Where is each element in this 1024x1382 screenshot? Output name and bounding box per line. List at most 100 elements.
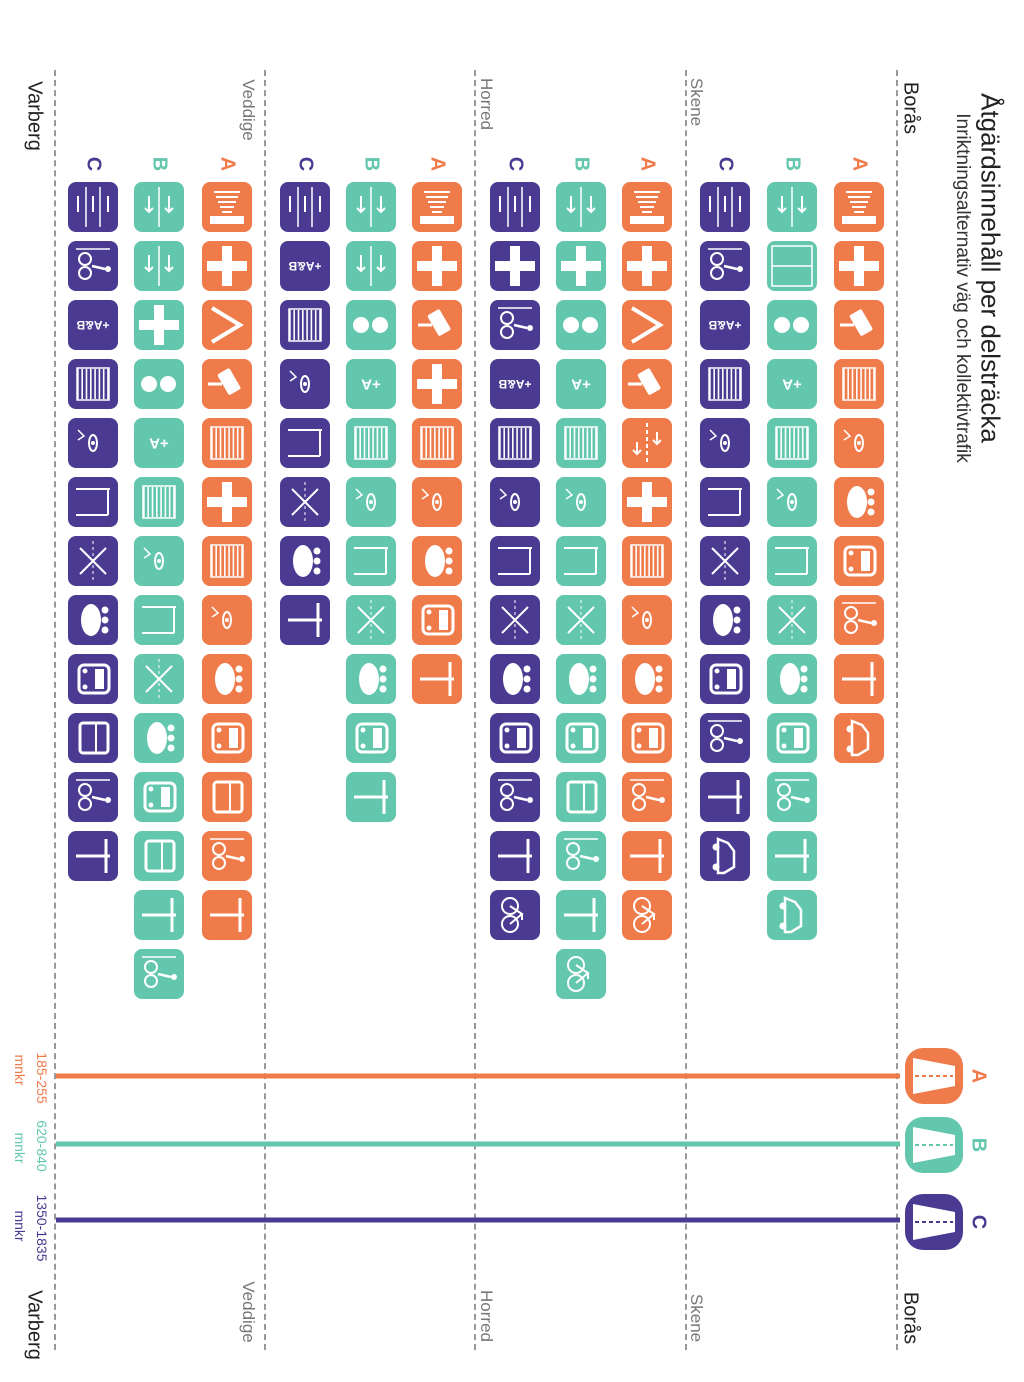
cost-b: 620-840 [34,1120,50,1172]
pedestrian-cycle-icon [622,772,672,822]
bicycle-icon [490,890,540,940]
lane-2plus1-icon [280,182,330,232]
bus-stop-icon [412,536,462,586]
lighting-icon [68,477,118,527]
city-start-bottom: Borås [899,1291,922,1345]
road-barrier-icon [834,182,884,232]
bus-stop-icon [834,477,884,527]
pedestrian-cycle-icon [68,241,118,291]
signpost-icon [202,890,252,940]
speed-camera-icon [622,359,672,409]
pedestrian-cycle-icon [490,772,540,822]
junction-icon [412,359,462,409]
stop-label-top-2: Horred [477,78,496,130]
svg-text:+A: +A [149,435,169,452]
city-end-bottom: Varberg [23,1290,46,1360]
junction-icon [622,241,672,291]
crossing-icon [767,241,817,291]
lighting-icon [490,536,540,586]
separator-skene [685,70,687,1350]
bus-icon [700,654,750,704]
stop-label-bottom-2: Horred [477,1290,496,1342]
wildlife-icon [556,477,606,527]
plus-ab-icon: +A&B [68,300,118,350]
stop-label-bottom-3: Veddige [239,1281,258,1343]
bus-stop-icon [490,654,540,704]
bus-icon [134,772,184,822]
svg-text:+A&B: +A&B [708,318,741,332]
wildlife-icon [412,477,462,527]
no-crossing-icon [346,595,396,645]
plus-a-icon: +A [767,359,817,409]
fence-icon [412,418,462,468]
stop-label-top-1: Skene [687,77,706,127]
plus-ab-icon: +A&B [280,241,330,291]
bus-stop-icon [134,713,184,763]
row-letter-b: B [781,156,804,172]
speed-camera-icon [202,359,252,409]
lane-icon [622,418,672,468]
wildlife-icon [767,477,817,527]
fence-icon [490,418,540,468]
lane-2plus1-icon [700,182,750,232]
junction-icon [556,241,606,291]
lane-2plus1-icon [490,182,540,232]
wildlife-icon [134,536,184,586]
pedestrian-cycle-icon [767,772,817,822]
plus-ab-icon: +A&B [490,359,540,409]
signpost-icon [700,772,750,822]
diagram-title: Åtgärdsinnehåll per delsträcka [975,93,1006,443]
lane-1plus1-icon [767,182,817,232]
pedestrian-cycle-icon [202,831,252,881]
junction-icon [202,477,252,527]
city-end-top: Varberg [23,81,46,151]
junction-icon [412,241,462,291]
lane-1plus1-icon [134,182,184,232]
cost-c: 1350-1835 [34,1194,50,1262]
lighting-icon [134,595,184,645]
pedestrian-cycle-icon [700,241,750,291]
row-letter-a: A [216,156,239,172]
bus-icon [556,713,606,763]
train-icon [68,713,118,763]
cost-b-unit: mnkr [12,1132,28,1164]
stop-label-top-3: Veddige [239,79,258,141]
signpost-icon [346,772,396,822]
pedestrian-cycle-icon [68,772,118,822]
pedestrian-cycle-icon [490,300,540,350]
fence-icon [622,536,672,586]
wildlife-icon [490,477,540,527]
svg-text:+A&B: +A&B [498,377,531,391]
no-crossing-icon [767,595,817,645]
row-letter-b: B [570,156,593,172]
road-icon-b [905,1117,963,1173]
separator-boras [896,70,898,1350]
no-crossing-icon [134,654,184,704]
bus-stop-icon [68,595,118,645]
lighting-icon [346,536,396,586]
signpost-icon [834,654,884,704]
row-letter-b: B [148,156,171,172]
bus-icon [202,713,252,763]
plus-a-icon: +A [556,359,606,409]
road-barrier-icon [412,182,462,232]
pedestrian-cycle-icon [700,713,750,763]
junction-icon [134,300,184,350]
car-icon [834,713,884,763]
separator-veddige [264,70,266,1350]
wildlife-icon [834,418,884,468]
junction-icon [490,241,540,291]
wildlife-icon [280,359,330,409]
stop-label-bottom-1: Skene [687,1293,706,1343]
speed-40-60-icon [346,300,396,350]
speed-40-60-icon [767,300,817,350]
row-letter-c: C [504,156,527,172]
bus-stop-icon [280,536,330,586]
bus-icon [346,713,396,763]
lighting-icon [767,536,817,586]
lane-1plus1-icon [346,182,396,232]
pedestrian-cycle-icon [834,595,884,645]
row-letter-a: A [636,156,659,172]
lane-2plus1-icon [68,182,118,232]
diagram-subtitle: Inriktningsalternativ väg och kollektivt… [952,113,973,463]
